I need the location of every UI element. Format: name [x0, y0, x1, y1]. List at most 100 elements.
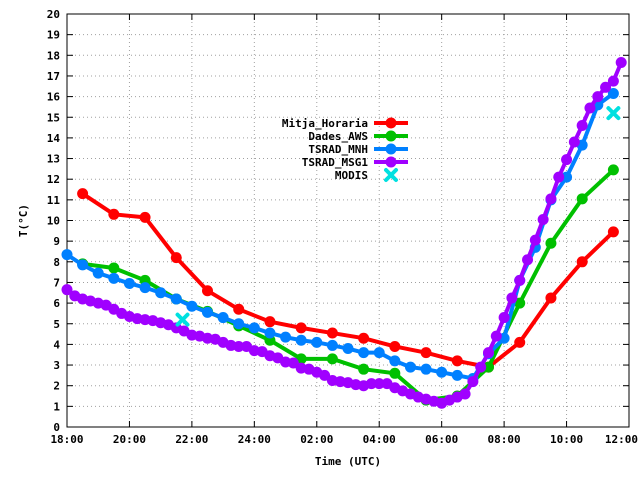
- y-tick-label: 7: [53, 276, 60, 289]
- series-line-dades-aws: [82, 168, 615, 403]
- grid: [67, 14, 629, 427]
- data-point-tsrad-msg1: [576, 120, 588, 132]
- data-point-tsrad-msg1: [490, 330, 502, 342]
- cross-stroke: [606, 106, 621, 121]
- y-tick-label: 18: [47, 49, 60, 62]
- x-tick-label: 24:00: [238, 433, 271, 446]
- legend-label-tsrad-mnh: TSRAD_MNH: [308, 143, 368, 156]
- data-point-tsrad-msg1: [615, 57, 627, 69]
- legend-label-mitja-horaria: Mitja_Horaria: [282, 117, 368, 130]
- data-point-mitja-horaria: [358, 332, 370, 344]
- data-point-tsrad-mnh: [61, 249, 73, 261]
- data-point-tsrad-msg1: [483, 347, 494, 359]
- data-point-dades-aws: [358, 363, 370, 375]
- data-point-dades-aws: [326, 353, 338, 365]
- y-tick-label: 13: [47, 153, 60, 166]
- y-tick-label: 16: [47, 91, 61, 104]
- data-point-mitja-horaria: [514, 336, 526, 348]
- x-tick-label: 12:00: [605, 433, 638, 446]
- data-point-mitja-horaria: [389, 340, 401, 352]
- legend-marker-dades-aws: [385, 130, 397, 142]
- y-tick-label: 10: [47, 215, 60, 228]
- y-tick-label: 11: [47, 194, 61, 207]
- data-point-tsrad-msg1: [61, 284, 73, 296]
- series-tsrad-msg1: [61, 57, 627, 409]
- data-point-tsrad-msg1: [592, 91, 604, 103]
- x-tick-label: 04:00: [363, 433, 396, 446]
- legend-entry-modis: MODIS: [335, 168, 398, 182]
- data-point-tsrad-mnh: [607, 88, 619, 100]
- data-point-tsrad-mnh: [311, 336, 323, 348]
- data-point-tsrad-mnh: [264, 327, 276, 339]
- x-axis-label: Time (UTC): [315, 455, 381, 468]
- data-point-dades-aws: [545, 237, 557, 249]
- legend-entry-dades-aws: Dades_AWS: [308, 130, 408, 143]
- x-tick-label: 06:00: [425, 433, 458, 446]
- legend-label-tsrad-msg1: TSRAD_MSG1: [302, 156, 369, 169]
- data-point-tsrad-msg1: [561, 154, 573, 166]
- y-tick-label: 17: [47, 70, 60, 83]
- legend-marker-modis: [384, 168, 398, 182]
- data-point-tsrad-mnh: [202, 306, 213, 318]
- data-point-mitja-horaria: [202, 285, 213, 297]
- legend: Mitja_HorariaDades_AWSTSRAD_MNHTSRAD_MSG…: [282, 117, 408, 182]
- y-tick-label: 0: [53, 421, 60, 434]
- data-point-dades-aws: [389, 367, 401, 379]
- data-point-tsrad-msg1: [514, 274, 526, 286]
- data-point-tsrad-msg1: [522, 254, 534, 266]
- data-point-tsrad-mnh: [139, 282, 151, 294]
- y-tick-label: 15: [47, 111, 60, 124]
- y-tick-label: 8: [53, 256, 60, 269]
- legend-entry-tsrad-msg1: TSRAD_MSG1: [302, 156, 408, 169]
- data-point-mitja-horaria: [326, 327, 338, 339]
- x-tick-label: 02:00: [300, 433, 333, 446]
- data-point-tsrad-msg1: [467, 376, 479, 388]
- data-point-dades-aws: [607, 164, 619, 176]
- data-point-dades-aws: [514, 297, 526, 309]
- data-point-tsrad-mnh: [561, 171, 573, 183]
- data-point-tsrad-mnh: [295, 334, 307, 346]
- data-point-tsrad-msg1: [537, 213, 549, 225]
- data-point-mitja-horaria: [108, 208, 120, 220]
- data-point-tsrad-msg1: [529, 234, 541, 246]
- x-tick-label: 10:00: [550, 433, 583, 446]
- data-point-tsrad-mnh: [358, 347, 370, 359]
- data-point-dades-aws: [108, 262, 120, 274]
- data-point-tsrad-mnh: [248, 322, 260, 334]
- data-point-tsrad-msg1: [373, 378, 385, 390]
- data-point-tsrad-mnh: [108, 272, 120, 284]
- data-point-tsrad-msg1: [600, 81, 612, 93]
- y-tick-label: 4: [53, 338, 60, 351]
- data-point-tsrad-mnh: [170, 293, 182, 305]
- legend-marker-tsrad-msg1: [385, 156, 397, 168]
- data-point-tsrad-msg1: [553, 171, 565, 183]
- data-point-tsrad-msg1: [498, 312, 510, 324]
- y-axis-label: T(°C): [17, 204, 30, 237]
- data-point-tsrad-mnh: [326, 339, 338, 351]
- data-point-tsrad-mnh: [373, 347, 385, 359]
- data-point-tsrad-msg1: [506, 292, 518, 304]
- y-tick-label: 6: [53, 297, 60, 310]
- data-point-tsrad-mnh: [123, 277, 135, 289]
- legend-label-modis: MODIS: [335, 169, 368, 182]
- data-point-mitja-horaria: [295, 322, 307, 334]
- x-tick-label: 20:00: [113, 433, 146, 446]
- data-point-tsrad-msg1: [475, 361, 487, 373]
- y-tick-label: 9: [53, 235, 60, 248]
- data-point-tsrad-mnh: [389, 355, 401, 367]
- data-point-tsrad-mnh: [155, 287, 167, 299]
- series-modis: [175, 106, 621, 327]
- y-tick-label: 20: [47, 8, 60, 21]
- series-dades-aws: [77, 164, 619, 406]
- data-point-mitja-horaria: [77, 188, 89, 200]
- x-tick-label: 18:00: [50, 433, 83, 446]
- data-point-dades-aws: [483, 361, 494, 373]
- legend-label-dades-aws: Dades_AWS: [308, 130, 368, 143]
- data-point-tsrad-mnh: [342, 343, 354, 355]
- legend-marker-mitja-horaria: [385, 117, 397, 129]
- data-point-mitja-horaria: [576, 256, 588, 268]
- cross-stroke: [175, 312, 190, 327]
- data-point-mitja-horaria: [420, 347, 432, 359]
- legend-entry-mitja-horaria: Mitja_Horaria: [282, 117, 408, 130]
